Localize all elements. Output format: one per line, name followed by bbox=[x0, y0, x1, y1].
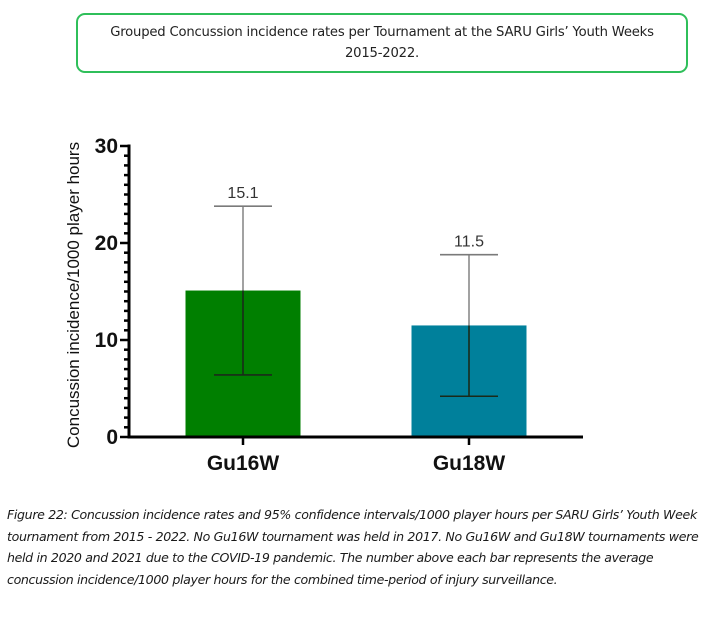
x-axis: Gu16W Gu18W bbox=[127, 435, 583, 475]
y-axis-label: Concussion incidence/1000 player hours bbox=[64, 142, 83, 448]
y-tick-label: 0 bbox=[106, 426, 118, 449]
chart-title-box: Grouped Concussion incidence rates per T… bbox=[76, 13, 688, 73]
data-label: 15.1 bbox=[227, 185, 258, 202]
y-axis: 0 10 20 30 bbox=[95, 135, 131, 449]
x-tick-label: Gu18W bbox=[433, 452, 506, 475]
data-label: 11.5 bbox=[454, 234, 484, 251]
x-tick-label: Gu16W bbox=[207, 452, 280, 475]
bar-chart: 0 10 20 30 15.1 11.5 Gu16W Gu18W Concussion i… bbox=[64, 135, 583, 475]
bars: 15.1 11.5 bbox=[185, 185, 527, 436]
figure-caption: Figure 22: Concussion incidence rates an… bbox=[7, 507, 699, 587]
y-tick-label: 20 bbox=[95, 232, 118, 255]
y-tick-label: 30 bbox=[95, 135, 118, 158]
chart-title-line-1: Grouped Concussion incidence rates per T… bbox=[110, 25, 654, 40]
y-tick-label: 10 bbox=[95, 329, 118, 352]
chart-title-line-2: 2015-2022. bbox=[344, 46, 420, 61]
